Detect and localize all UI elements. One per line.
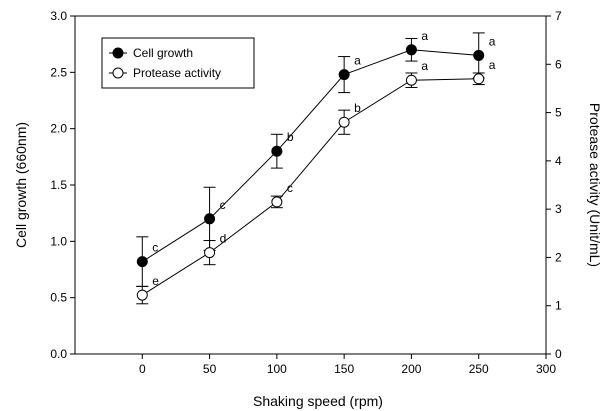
y-left-tick-label: 2.5 [50,65,67,79]
significance-label: a [354,54,361,68]
x-tick-label: 100 [267,362,287,376]
series-protease-activity: e d c b a a [136,58,496,305]
data-point [405,44,417,56]
data-point [473,49,485,61]
y-right-tick-label: 7 [555,9,562,23]
significance-label: e [152,274,159,288]
series-line [142,78,479,296]
x-tick-label: 200 [401,362,421,376]
y-right-tick-label: 5 [555,106,562,120]
data-point [271,196,283,208]
significance-label: a [489,58,496,72]
y-axis-right: 0 1 2 3 4 5 6 7 [546,9,562,361]
data-point [338,69,350,81]
data-point [204,247,216,259]
y-right-tick-label: 1 [555,299,562,313]
x-axis-label: Shaking speed (rpm) [253,393,383,409]
y-left-tick-label: 0.0 [50,347,67,361]
x-tick-label: 300 [536,362,556,376]
data-point [136,289,148,301]
significance-label: a [421,59,428,73]
legend-box [101,37,255,89]
significance-label: a [489,34,496,48]
y-right-tick-label: 2 [555,250,562,264]
y-right-tick-label: 0 [555,347,562,361]
y-left-tick-label: 0.5 [50,291,67,305]
legend-marker-protease-activity [112,67,124,79]
y-left-tick-label: 1.5 [50,178,67,192]
x-tick-label: 250 [469,362,489,376]
legend-marker-cell-growth [112,47,124,59]
y-left-tick-label: 2.0 [50,122,67,136]
data-point [136,256,148,268]
data-point [271,145,283,157]
y-left-tick-label: 1.0 [50,234,67,248]
x-tick-label: 150 [334,362,354,376]
data-point [338,116,350,128]
legend-label-protease-activity: Protease activity [133,66,221,80]
y-axis-right-label: Protease activity (Unit/mL) [587,103,602,267]
y-axis-left-label: Cell growth (660nm) [13,122,29,248]
significance-label: b [354,101,361,115]
y-left-tick-label: 3.0 [50,9,67,23]
significance-label: c [152,241,158,255]
significance-label: a [421,29,428,43]
y-right-tick-label: 3 [555,202,562,216]
x-axis: 0 50 100 150 200 250 300 [139,354,556,376]
x-tick-label: 0 [139,362,146,376]
y-right-tick-label: 6 [555,57,562,71]
legend-label-cell-growth: Cell growth [133,46,193,60]
x-tick-label: 50 [203,362,217,376]
data-point [473,73,485,85]
y-axis-left: 0.0 0.5 1.0 1.5 2.0 2.5 3.0 [50,9,75,361]
significance-label: b [287,130,294,144]
significance-label: c [287,181,293,195]
significance-label: c [220,198,226,212]
significance-label: d [220,232,227,246]
y-right-tick-label: 4 [555,154,562,168]
legend: Cell growth Protease activity [101,37,255,89]
data-point [405,74,417,86]
data-point [204,213,216,225]
series-line [142,49,479,263]
